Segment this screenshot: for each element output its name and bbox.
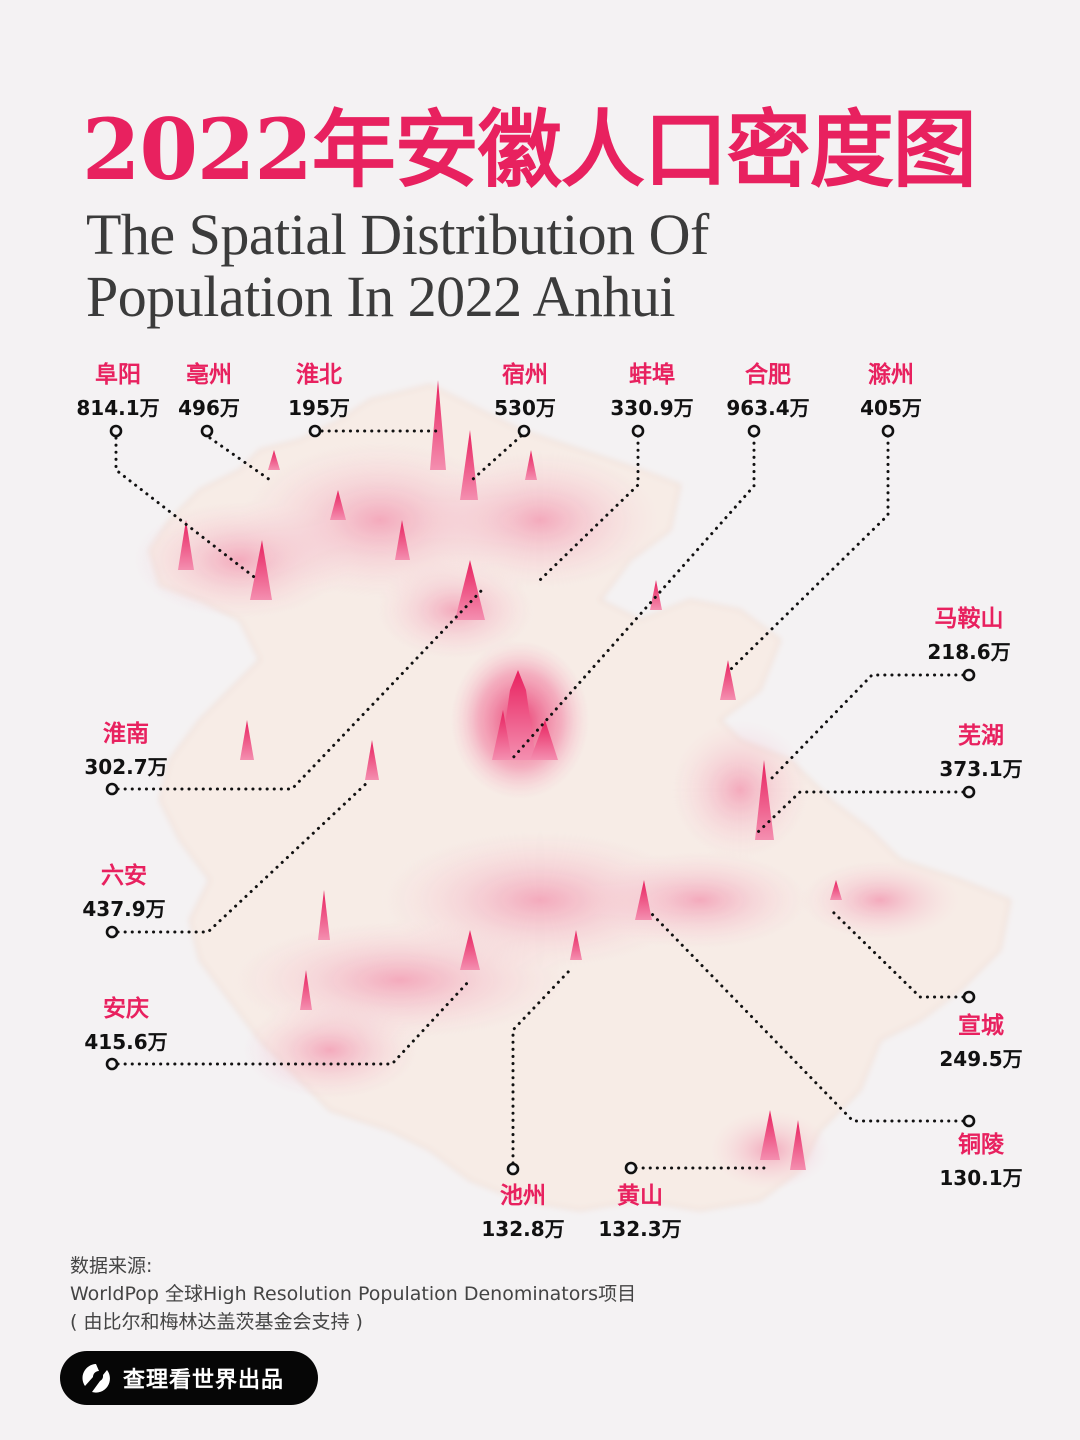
city-population: 405万 (860, 396, 922, 420)
endpoint-xuancheng (962, 990, 976, 1004)
city-population: 415.6万 (84, 1030, 168, 1054)
density-spikes (178, 380, 842, 1170)
leader-endpoints (105, 424, 976, 1176)
endpoint-maanshan (962, 668, 976, 682)
city-population: 132.8万 (481, 1217, 565, 1241)
city-label-huangshan: 黄山 132.3万 (598, 1182, 681, 1242)
leader-hefei (509, 434, 756, 762)
page-title-en-line2: Population In 2022 Anhui (86, 264, 675, 329)
brand-logo-icon (82, 1364, 110, 1393)
endpoint-bengbu (631, 424, 645, 438)
city-population: 130.1万 (939, 1166, 1023, 1190)
data-source: 数据来源: WorldPop 全球High Resolution Populat… (70, 1252, 636, 1336)
endpoint-tongling (962, 1114, 976, 1128)
leader-bozhou (208, 436, 272, 482)
city-name: 芜湖 (957, 723, 1004, 749)
city-name: 淮南 (102, 721, 149, 747)
endpoint-wuhu (962, 785, 976, 799)
endpoint-chizhou (506, 1162, 520, 1176)
city-name: 淮北 (296, 362, 342, 388)
leader-huainan (116, 588, 484, 791)
city-label-suzhou: 宿州 530万 (494, 361, 556, 421)
leader-wuhu (756, 790, 965, 834)
leader-maanshan (768, 673, 965, 782)
endpoint-bozhou (200, 424, 214, 438)
city-label-wuhu: 芜湖 373.1万 (939, 722, 1022, 782)
city-population: 218.6万 (927, 640, 1011, 664)
brand-badge: 查理看世界出品 (60, 1351, 318, 1405)
city-population: 814.1万 (76, 396, 160, 420)
leader-anqing (116, 978, 472, 1066)
endpoint-suzhou (517, 424, 531, 438)
source-line1: WorldPop 全球High Resolution Population De… (70, 1283, 637, 1305)
city-name: 滁州 (868, 362, 914, 388)
leader-chuzhou (726, 434, 890, 674)
page-title-cn: 2022年安徽人口密度图 (82, 100, 977, 199)
city-label-fuyang: 阜阳 814.1万 (76, 361, 159, 421)
city-name: 合肥 (744, 362, 791, 388)
endpoint-luan (105, 925, 119, 939)
city-population: 330.9万 (610, 396, 694, 420)
city-name: 池州 (499, 1183, 546, 1209)
city-name: 马鞍山 (934, 606, 1004, 632)
leader-xuancheng (831, 910, 965, 999)
city-population: 496万 (178, 396, 240, 420)
endpoint-huainan (105, 782, 119, 796)
city-name: 安庆 (102, 996, 149, 1022)
density-clusters (130, 440, 960, 1190)
endpoint-chuzhou (881, 424, 895, 438)
endpoint-huangshan (624, 1161, 638, 1175)
leader-luan (116, 778, 372, 934)
city-label-maanshan: 马鞍山 218.6万 (927, 605, 1010, 665)
city-population: 530万 (494, 396, 556, 420)
endpoint-fuyang (109, 424, 123, 438)
city-name: 亳州 (186, 362, 232, 388)
city-population: 195万 (288, 396, 350, 420)
city-label-chizhou: 池州 132.8万 (481, 1182, 564, 1242)
city-population: 437.9万 (82, 897, 166, 921)
city-label-hefei: 合肥 963.4万 (726, 361, 809, 421)
city-name: 阜阳 (94, 362, 141, 388)
city-label-bengbu: 蚌埠 330.9万 (610, 361, 693, 421)
city-label-bozhou: 亳州 496万 (178, 361, 240, 421)
leader-bengbu (538, 434, 640, 582)
city-label-anqing: 安庆 415.6万 (84, 995, 167, 1055)
city-label-chuzhou: 滁州 405万 (860, 361, 922, 421)
leader-lines (114, 429, 965, 1170)
city-label-huainan: 淮南 302.7万 (84, 720, 167, 780)
city-population: 302.7万 (84, 755, 168, 779)
city-population: 132.3万 (598, 1217, 682, 1241)
endpoint-anqing (105, 1057, 119, 1071)
city-population: 373.1万 (939, 757, 1023, 781)
page-title-en-line1: The Spatial Distribution Of (86, 202, 709, 267)
city-label-huaibei: 淮北 195万 (288, 361, 350, 421)
city-label-xuancheng: 宣城 249.5万 (939, 1012, 1022, 1072)
city-name: 宣城 (957, 1013, 1004, 1039)
source-line2: ( 由比尔和梅林达盖茨基金会支持 ) (70, 1311, 363, 1333)
city-label-luan: 六安 437.9万 (82, 862, 165, 922)
endpoint-huaibei (308, 424, 322, 438)
city-population: 963.4万 (726, 396, 810, 420)
city-name: 铜陵 (957, 1132, 1004, 1158)
brand-text: 查理看世界出品 (123, 1368, 285, 1393)
city-name: 蚌埠 (628, 362, 675, 388)
city-name: 黄山 (616, 1183, 663, 1209)
city-label-tongling: 铜陵 130.1万 (939, 1131, 1022, 1191)
city-name: 六安 (100, 863, 147, 889)
city-population: 249.5万 (939, 1047, 1023, 1071)
endpoint-hefei (747, 424, 761, 438)
leader-tongling (646, 908, 965, 1123)
city-name: 宿州 (502, 362, 548, 388)
source-label: 数据来源: (70, 1255, 153, 1277)
